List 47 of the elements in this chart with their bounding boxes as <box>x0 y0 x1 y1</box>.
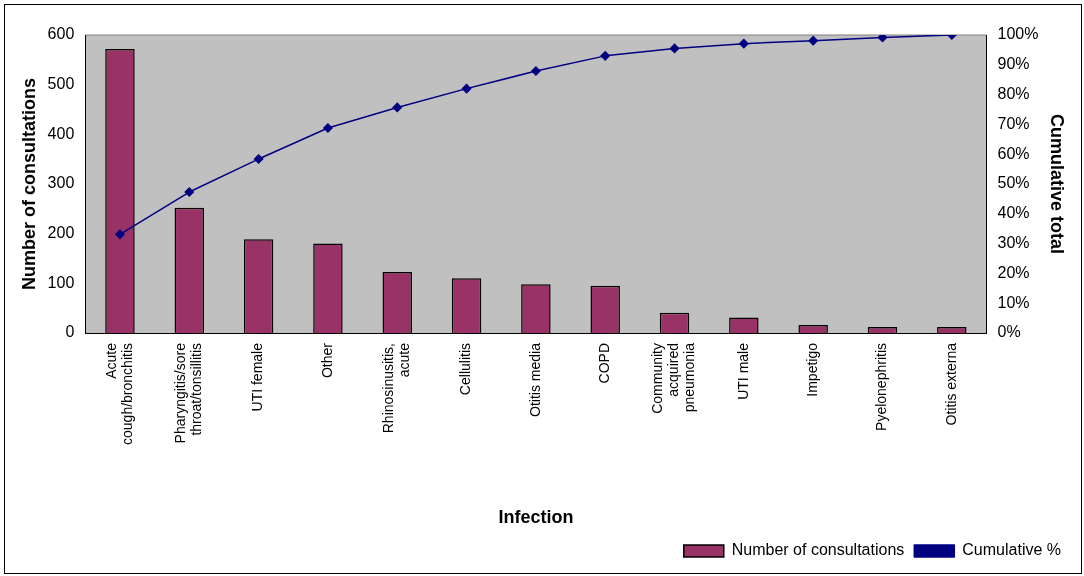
point <box>184 187 195 197</box>
y2-tick-label: 60% <box>997 144 1030 162</box>
point <box>323 123 333 133</box>
legend-label: Number of consultations <box>731 541 905 559</box>
y2-tick-label: 30% <box>997 234 1030 252</box>
y2-axis-title: Cumulative total <box>1047 113 1068 255</box>
y2-tick-label: 0% <box>997 323 1021 341</box>
y-tick-label: 200 <box>47 224 75 242</box>
x-tick-label: Impetigo <box>804 342 821 397</box>
x-tick-label: UTI male <box>734 342 751 400</box>
x-tick-label: Otitis media <box>526 342 543 417</box>
x-tick-label: Rhinosinusitis, acute <box>380 342 413 434</box>
point <box>461 83 472 94</box>
x-tick-label: COPD <box>596 343 613 384</box>
y2-tick-label: 90% <box>997 55 1030 73</box>
x-tick-label: UTI female <box>249 342 266 412</box>
y-tick-label: 500 <box>47 75 75 93</box>
point <box>392 102 402 113</box>
y2-tick-label: 40% <box>997 204 1030 222</box>
x-axis-title: Infection <box>498 507 574 528</box>
point <box>115 229 125 240</box>
legend-label: Cumulative % <box>962 541 1061 559</box>
point <box>808 35 818 46</box>
y-tick-label: 600 <box>47 25 75 43</box>
y-tick-label: 0 <box>65 323 75 341</box>
point <box>739 38 749 49</box>
y-tick-label: 100 <box>47 273 75 291</box>
point <box>600 51 610 61</box>
y-tick-label: 400 <box>47 124 75 142</box>
x-tick-label: Community acquired pneumonia <box>649 342 698 414</box>
point <box>253 154 264 164</box>
y2-tick-label: 20% <box>997 263 1030 281</box>
y-tick-label: 300 <box>47 174 75 192</box>
y2-tick-label: 10% <box>997 293 1030 311</box>
y2-tick-label: 80% <box>997 85 1030 103</box>
point <box>877 35 888 43</box>
x-tick-label: Otitis externa <box>942 342 959 426</box>
x-tick-label: Cellulitis <box>457 343 474 396</box>
x-tick-label: Acute cough/bronchitis <box>102 342 135 445</box>
y2-tick-label: 100% <box>997 25 1039 43</box>
point <box>669 43 680 54</box>
x-tick-label: Pyelonephritis <box>873 343 890 431</box>
point <box>531 66 541 76</box>
y2-tick-label: 70% <box>997 114 1030 132</box>
y2-tick-label: 50% <box>997 174 1030 192</box>
y-axis-title: Number of consultations <box>18 77 39 291</box>
x-tick-label: Other <box>318 342 335 379</box>
